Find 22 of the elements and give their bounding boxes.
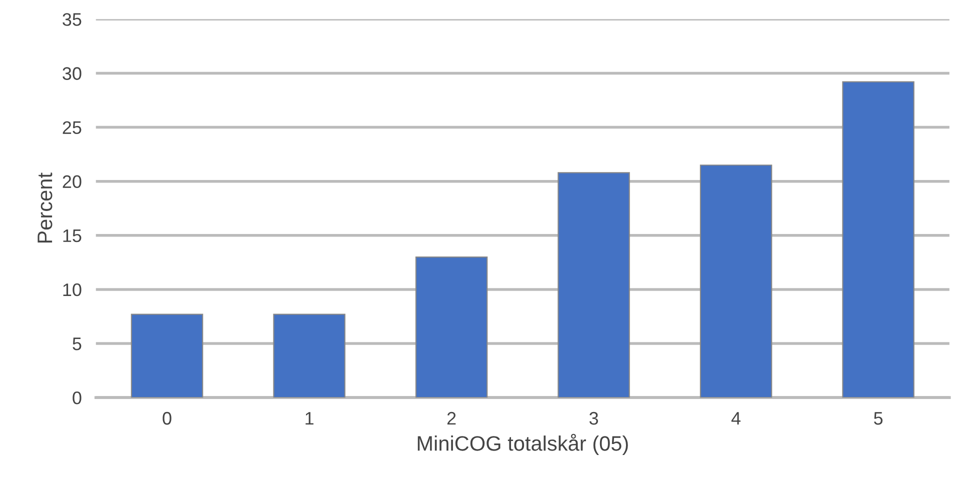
y-tick-label: 35 <box>62 13 82 26</box>
y-tick-label: 5 <box>72 338 82 350</box>
y-tick-label: 15 <box>63 230 82 242</box>
x-tick-label: 1 <box>306 412 314 425</box>
x-tick-label: 3 <box>589 412 598 425</box>
y-tick-label: 25 <box>62 121 82 134</box>
x-tick-label: 4 <box>731 412 741 425</box>
y-tick-label: 30 <box>62 67 82 80</box>
bar <box>842 81 914 398</box>
x-axis-title: MiniCOG totalskår (05) <box>418 434 628 455</box>
x-tick-label: 0 <box>162 412 172 425</box>
x-tick-label: 5 <box>874 412 883 425</box>
bar <box>273 314 346 398</box>
y-tick-label: 0 <box>72 392 82 404</box>
bar <box>415 256 488 398</box>
x-tick-label: 2 <box>447 412 456 425</box>
bar <box>130 314 204 398</box>
y-tick-label: 20 <box>62 175 82 188</box>
bar <box>558 172 630 398</box>
y-tick-label: 10 <box>63 283 82 296</box>
y-axis-title: Percent <box>38 172 52 243</box>
bar <box>700 164 772 398</box>
